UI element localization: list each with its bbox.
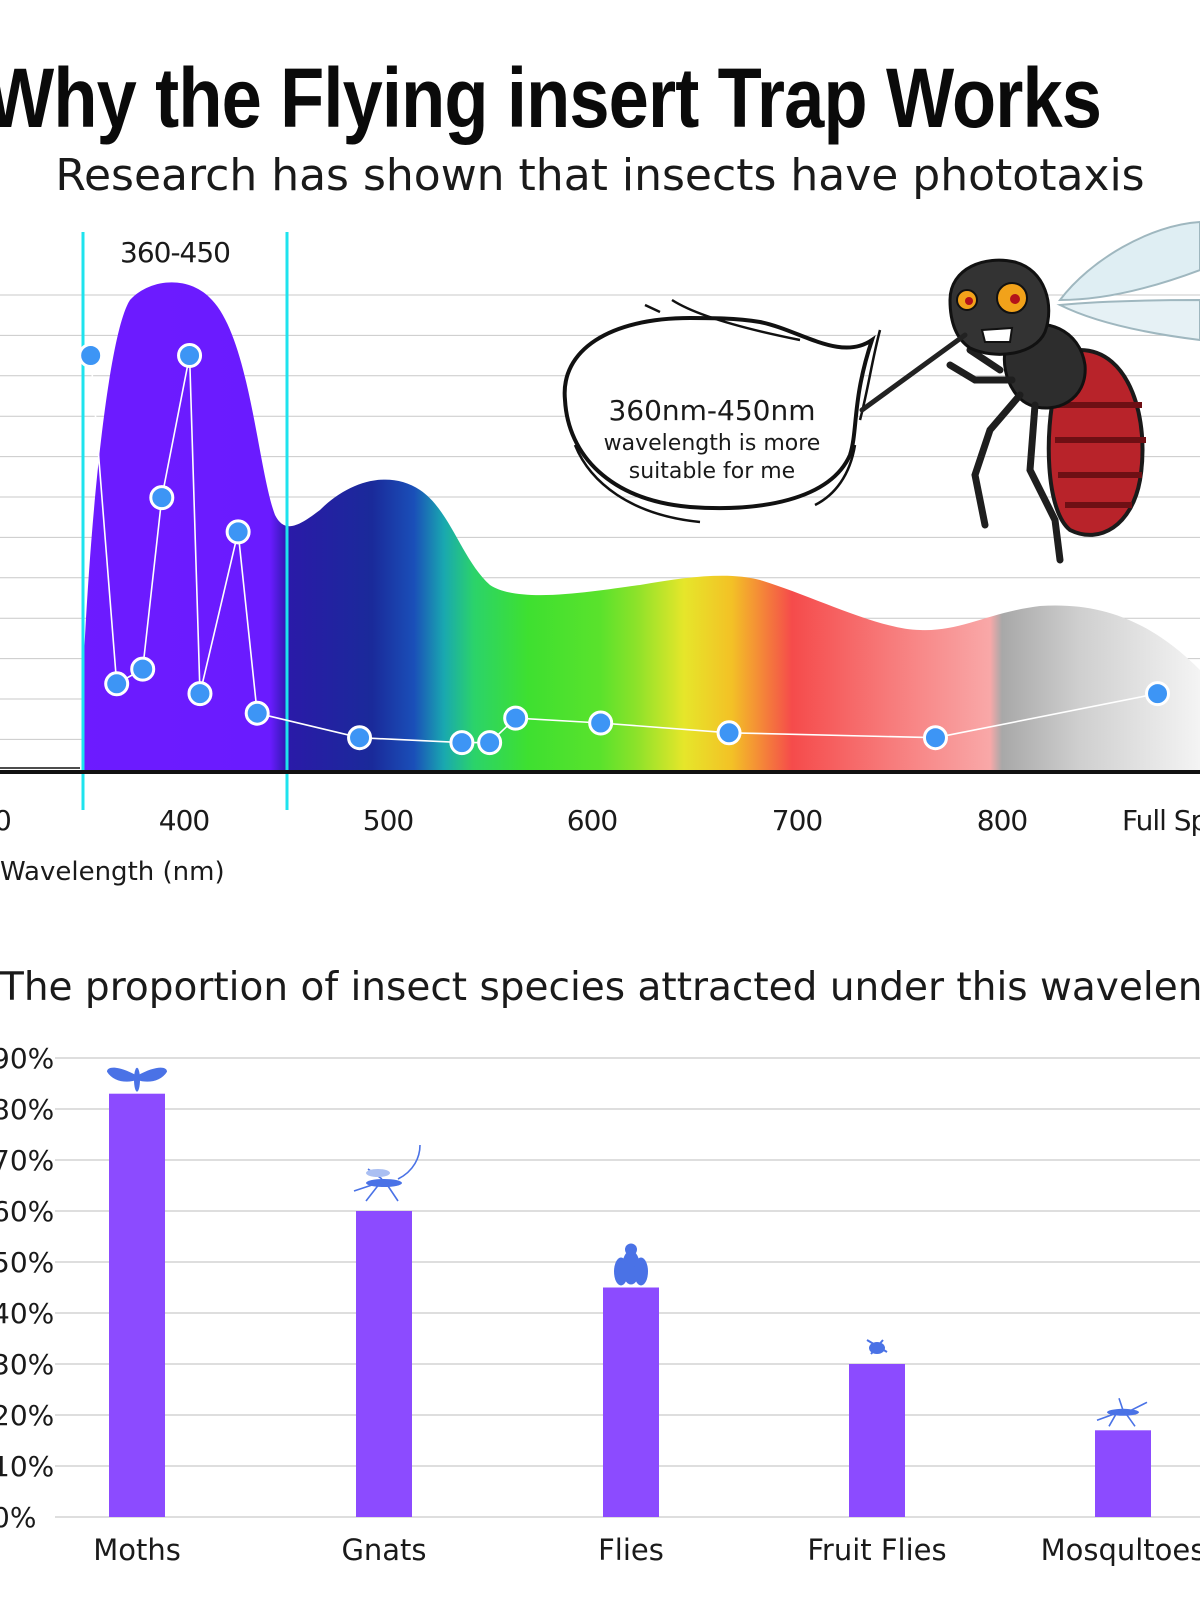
series-point [1145,681,1171,707]
fruit-fly-icon [866,1339,888,1355]
x-tick-400: 400 [159,804,209,837]
series-point [503,705,529,731]
bar-y-tick: 30% [0,1348,54,1381]
x-tick-800: 800 [977,804,1027,837]
callout-line-2: wavelength is more [604,431,821,456]
speech-bubble-sketch [573,298,882,524]
mosquito-pupil-right [1010,294,1020,304]
series-point [449,730,475,756]
bar-y-tick: 10% [0,1450,54,1483]
series-line [89,355,1158,744]
gnat-icon [353,1144,421,1202]
fly-icon [614,1243,648,1286]
bar-category-label: Mosqultoes [1041,1533,1200,1567]
bar-y-tick: 50% [0,1246,54,1279]
series-point [104,671,130,697]
bar-category-label: Fruit Flies [807,1533,946,1567]
series-point [225,519,251,545]
band-label: 360-450 [120,236,230,269]
series-point [922,725,948,751]
mosquito-teeth [980,326,1014,343]
mosquito-pupil-left [965,297,973,305]
page-subtitle: Research has shown that insects have pho… [55,150,1145,201]
bar-insect-icons [107,1067,1148,1427]
series-point [149,485,175,511]
mosquito-wing-front [1056,299,1200,342]
callout-line-1: 360nm-450nm [608,394,815,427]
x-tick-full-spectrum: Full Sp [1122,804,1200,837]
spectrum-area [82,282,1200,772]
x-tick-600: 600 [567,804,617,837]
bar-y-tick: 0% [0,1501,36,1534]
bar-y-tick: 60% [0,1195,54,1228]
mosquito-wing-back [1057,220,1200,302]
bar-gnats [356,1211,412,1517]
moth-icon [107,1067,167,1092]
bar-mosqultoes [1095,1430,1151,1517]
series-point [347,725,373,751]
series-point [477,730,503,756]
page-title: Why the Flying insert Trap Works [0,51,1102,145]
bar-chart-title: The proportion of insect species attract… [0,965,1200,1010]
bar-category-label: Moths [93,1533,181,1567]
mosquito-icon [1096,1398,1148,1427]
series-point [244,700,270,726]
bar-y-ticks: 0% 10% 20% 30% 40% 50% 60% 70% 80% 90% [0,1042,54,1534]
mosquito-abdomen-stripes [1055,402,1146,508]
series-point [187,681,213,707]
series-point [716,720,742,746]
series-point [588,710,614,736]
bar-category-label: Gnats [341,1533,426,1567]
bar-moths [109,1093,165,1517]
callout-line-3: suitable for me [629,459,795,484]
speech-bubble-outline [562,315,876,511]
bar-y-tick: 40% [0,1297,54,1330]
mosquito-proboscis [859,332,968,413]
x-tick-500: 500 [363,804,413,837]
series-point [177,343,203,368]
x-axis-label: Wavelength (nm) [0,857,225,887]
bar-y-tick: 70% [0,1144,54,1177]
spectrum-chart: 360-450 0 400 500 600 700 800 Full Sp Wa… [0,220,1200,887]
x-tick-cut: 0 [0,804,12,837]
series-point [78,343,104,368]
bar-flies [603,1287,659,1517]
bar-series [109,1093,1151,1517]
speech-bubble: 360nm-450nm wavelength is more suitable … [562,298,882,524]
bar-fruit-flies [849,1364,905,1517]
bar-gridlines [55,1057,1200,1518]
x-tick-700: 700 [772,804,822,837]
series-points [78,343,1171,756]
bar-y-tick: 80% [0,1093,54,1126]
bar-y-tick: 20% [0,1399,54,1432]
bar-category-label: Flies [598,1533,664,1567]
mosquito-illustration [859,220,1200,564]
series-point [130,656,156,682]
bar-y-tick: 90% [0,1042,54,1075]
bar-categories: Moths Gnats Flies Fruit Flies Mosqultoes [93,1533,1200,1567]
mosquito-legs [946,346,1064,564]
